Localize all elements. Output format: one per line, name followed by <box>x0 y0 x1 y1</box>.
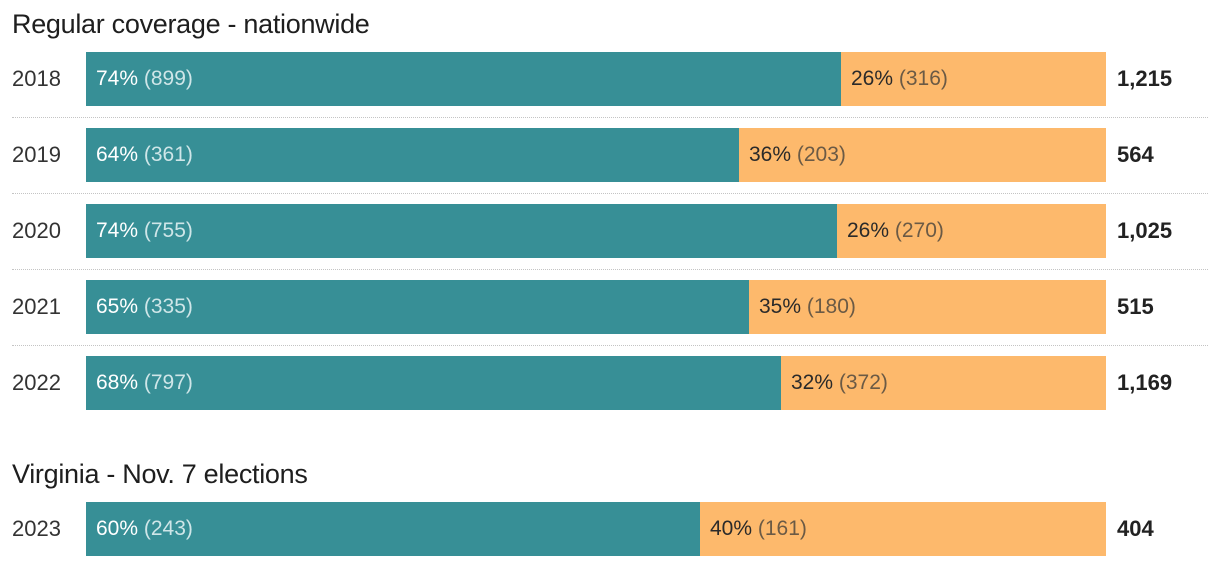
row-total: 1,025 <box>1117 218 1173 243</box>
data-label-count: (899) <box>143 67 193 90</box>
data-label-percent: 68% <box>96 371 144 394</box>
row-divider <box>12 117 1208 118</box>
stacked-bar: 74% (755) 26% (270) <box>86 204 1106 258</box>
bar-segment-primary: 74% (899) <box>86 52 841 106</box>
bar-segment-primary: 68% (797) <box>86 356 781 410</box>
bar-segment-primary: 64% (361) <box>86 128 739 182</box>
stacked-bar: 68% (797) 32% (372) <box>86 356 1106 410</box>
bar-row: 2020 74% (755) 26% (270) 1,025 <box>0 204 1220 258</box>
bar-segment-secondary: 40% (161) <box>700 502 1106 556</box>
year-label: 2019 <box>12 142 61 167</box>
data-label-count: (316) <box>898 67 948 90</box>
row-total: 564 <box>1117 142 1154 167</box>
data-label-percent: 32% <box>791 371 839 394</box>
bar-row: 2018 74% (899) 26% (316) 1,215 <box>0 52 1220 106</box>
bar-segment-secondary: 35% (180) <box>749 280 1106 334</box>
row-divider <box>12 345 1208 346</box>
bar-segment-secondary: 36% (203) <box>739 128 1106 182</box>
year-label: 2021 <box>12 294 61 319</box>
bar-segment-primary: 65% (335) <box>86 280 749 334</box>
year-label: 2023 <box>12 516 61 541</box>
row-total: 1,169 <box>1117 370 1173 395</box>
data-label-percent: 65% <box>96 295 144 318</box>
data-label-count: (180) <box>806 295 856 318</box>
data-label-percent: 40% <box>710 517 758 540</box>
bar-segment-primary: 74% (755) <box>86 204 837 258</box>
bar-row: 2023 60% (243) 40% (161) 404 <box>0 502 1220 556</box>
data-label-percent: 74% <box>96 219 144 242</box>
row-total: 404 <box>1117 516 1154 541</box>
bar-row: 2019 64% (361) 36% (203) 564 <box>0 128 1220 182</box>
stacked-bar: 65% (335) 35% (180) <box>86 280 1106 334</box>
data-label-count: (243) <box>143 517 193 540</box>
row-divider <box>12 269 1208 270</box>
stacked-bar: 74% (899) 26% (316) <box>86 52 1106 106</box>
data-label-count: (335) <box>143 295 193 318</box>
data-label-percent: 26% <box>851 67 899 90</box>
chart-title: Regular coverage - nationwide <box>12 9 370 39</box>
data-label-percent: 36% <box>749 143 797 166</box>
bar-row: 2021 65% (335) 35% (180) 515 <box>0 280 1220 334</box>
stacked-bar: 60% (243) 40% (161) <box>86 502 1106 556</box>
data-label-count: (161) <box>757 517 807 540</box>
data-label-percent: 74% <box>96 67 144 90</box>
bar-segment-secondary: 26% (270) <box>837 204 1106 258</box>
bar-segment-secondary: 26% (316) <box>841 52 1106 106</box>
data-label-count: (797) <box>143 371 193 394</box>
row-divider <box>12 193 1208 194</box>
bar-segment-secondary: 32% (372) <box>781 356 1106 410</box>
data-label-percent: 26% <box>847 219 895 242</box>
data-label-count: (361) <box>143 143 193 166</box>
year-label: 2020 <box>12 218 61 243</box>
year-label: 2022 <box>12 370 61 395</box>
stacked-bar: 64% (361) 36% (203) <box>86 128 1106 182</box>
data-label-percent: 35% <box>759 295 807 318</box>
data-label-count: (270) <box>894 219 944 242</box>
data-label-count: (203) <box>796 143 846 166</box>
row-total: 1,215 <box>1117 66 1173 91</box>
row-total: 515 <box>1117 294 1154 319</box>
data-label-count: (372) <box>838 371 888 394</box>
bar-row: 2022 68% (797) 32% (372) 1,169 <box>0 356 1220 410</box>
data-label-count: (755) <box>143 219 193 242</box>
data-label-percent: 64% <box>96 143 144 166</box>
data-label-percent: 60% <box>96 517 144 540</box>
year-label: 2018 <box>12 66 61 91</box>
bar-segment-primary: 60% (243) <box>86 502 700 556</box>
chart-title: Virginia - Nov. 7 elections <box>12 459 308 489</box>
